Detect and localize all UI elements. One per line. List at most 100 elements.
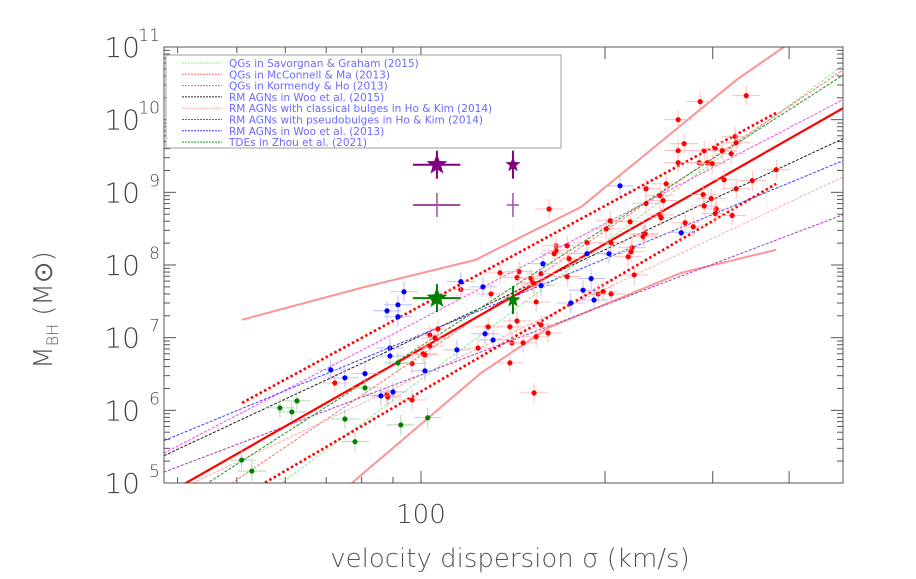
y-tick-exponent: 11 (138, 26, 160, 46)
data-point (642, 231, 648, 237)
data-point (588, 275, 594, 282)
y-tick-label: 10 (104, 322, 140, 355)
data-point (395, 314, 401, 320)
data-point (643, 186, 649, 192)
data-point (480, 284, 486, 290)
data-point (514, 275, 520, 281)
data-point (631, 272, 637, 278)
svg-text:MBH(M⊙): MBH (M⊙) (29, 251, 62, 368)
x-axis-title: velocity dispersion σ (km/s) (330, 544, 689, 574)
data-point (409, 360, 415, 367)
y-tick-exponent: 10 (138, 99, 160, 119)
data-point (697, 99, 703, 105)
data-point (533, 299, 539, 305)
data-point (580, 287, 586, 293)
data-point (395, 360, 401, 366)
data-point (427, 343, 433, 349)
relation-line-1 (231, 69, 843, 483)
data-point (409, 397, 415, 403)
data-point (704, 160, 710, 166)
data-point (608, 240, 614, 246)
relation-lines (164, 47, 843, 483)
data-point (584, 240, 590, 246)
data-point (328, 367, 334, 373)
data-point (384, 308, 390, 314)
data-point (497, 270, 503, 276)
data-point (729, 212, 735, 219)
fit-line-1 (241, 110, 779, 404)
data-point (681, 141, 687, 147)
relation-line-2 (164, 99, 843, 454)
data-point (490, 337, 496, 343)
data-point (603, 226, 609, 232)
data-point (395, 302, 401, 308)
data-point (533, 334, 539, 340)
data-point (606, 251, 612, 257)
star-marker (505, 156, 521, 172)
y-tick-label: 10 (104, 176, 140, 209)
data-point (678, 230, 684, 236)
data-point (458, 279, 464, 285)
legend-label: RM AGNs with pseudobulges in Ho & Kim (2… (229, 115, 483, 127)
data-point (516, 269, 522, 275)
data-point (482, 331, 488, 337)
relation-line-3 (164, 138, 843, 457)
data-point (709, 161, 715, 167)
relation-line-0 (280, 65, 843, 483)
legend-label: RM AGNs in Woo et al. (2015) (229, 92, 384, 104)
data-point (545, 330, 551, 336)
legend-label: QGs in McConnell & Ma (2013) (229, 69, 390, 81)
data-point (721, 177, 727, 183)
star-marker (426, 153, 448, 174)
y-title-main: M (29, 346, 59, 368)
data-point (378, 393, 384, 399)
data-point (531, 390, 537, 396)
y-tick-label: 10 (104, 104, 140, 137)
data-point (675, 117, 681, 123)
data-point (625, 254, 631, 260)
data-point (520, 340, 526, 346)
data-point (294, 398, 300, 404)
envelope-curve-1 (351, 248, 777, 483)
data-point (387, 353, 393, 359)
data-point (514, 318, 520, 324)
data-point (600, 289, 606, 295)
data-point (591, 297, 597, 303)
data-point (422, 368, 428, 374)
data-point (584, 251, 590, 257)
data-point (528, 275, 534, 282)
data-point (733, 140, 739, 146)
data-point (546, 206, 552, 212)
data-point (422, 352, 428, 358)
y-tick-label: 10 (104, 31, 140, 64)
y-tick-exponent: 5 (149, 462, 160, 482)
legend-box (165, 54, 562, 149)
data-point (538, 283, 544, 289)
y-axis-title: MBH (M⊙) (29, 251, 62, 368)
data-point (690, 224, 696, 230)
data-point (362, 371, 368, 377)
data-point (352, 439, 358, 445)
y-tick-exponent: 6 (149, 389, 160, 409)
data-point (249, 468, 255, 474)
data-point (682, 220, 688, 226)
data-point (743, 93, 749, 99)
data-point (398, 422, 404, 428)
data-point (531, 281, 537, 287)
data-point (643, 200, 649, 207)
star-marker (505, 292, 521, 307)
data-point (701, 203, 707, 209)
data-point (564, 243, 570, 249)
data-point (540, 261, 546, 267)
data-point (628, 249, 634, 255)
data-point (607, 218, 613, 224)
y-tick-exponent: 8 (149, 244, 160, 264)
data-point (568, 300, 574, 306)
data-point (700, 192, 706, 198)
relation-line-4 (191, 176, 843, 483)
y-tick-label: 10 (104, 249, 140, 282)
y-tick-label: 10 (104, 394, 140, 427)
data-point (342, 375, 348, 381)
data-point (385, 394, 391, 400)
y-tick-exponent: 9 (149, 171, 160, 191)
